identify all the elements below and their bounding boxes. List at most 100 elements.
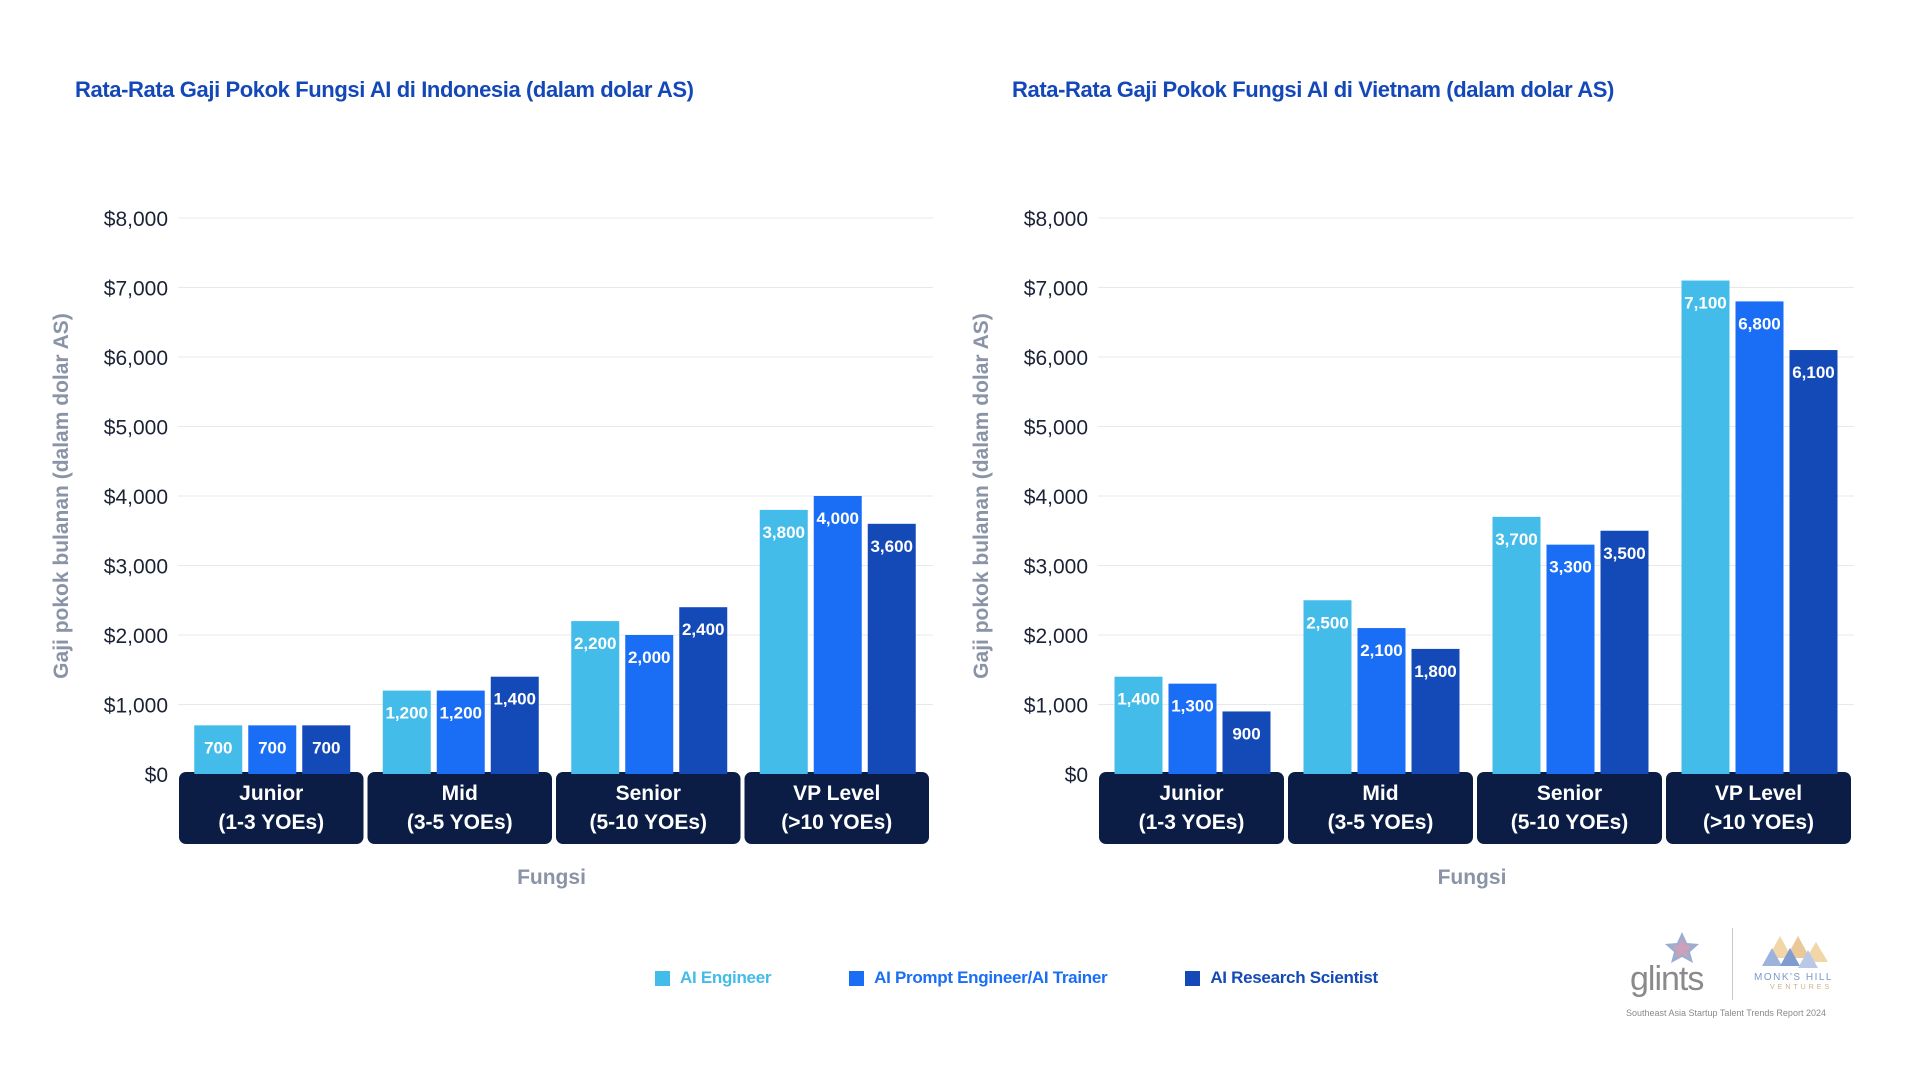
- bar: [1546, 544, 1595, 774]
- data-label: 3,500: [1603, 544, 1646, 563]
- x-tick-label: Mid: [442, 782, 478, 805]
- x-tick-label: VP Level: [793, 782, 880, 805]
- x-axis-label: Fungsi: [517, 866, 586, 889]
- data-label: 1,200: [385, 704, 428, 723]
- bar: [436, 690, 485, 774]
- y-tick-label: $8,000: [104, 208, 168, 231]
- bar: [1789, 350, 1838, 774]
- footer-logos: glints MONK'S HILL VENTURES Southeast As…: [1620, 920, 1860, 1020]
- category-band: [1477, 772, 1662, 844]
- data-label: 2,000: [628, 648, 671, 667]
- x-tick-label: (>10 YOEs): [781, 811, 892, 834]
- x-tick-label: (>10 YOEs): [1703, 811, 1814, 834]
- data-label: 3,700: [1495, 530, 1538, 549]
- bar: [1357, 628, 1406, 774]
- y-tick-label: $7,000: [104, 278, 168, 301]
- data-label: 700: [204, 738, 232, 757]
- legend-item-ai-prompt-engineer: AI Prompt Engineer/AI Trainer: [849, 968, 1108, 988]
- x-tick-label: VP Level: [1715, 782, 1802, 805]
- y-tick-label: $4,000: [104, 486, 168, 509]
- glints-star-icon: [1665, 932, 1699, 963]
- bar: [490, 676, 539, 774]
- bar: [1168, 683, 1217, 774]
- report-caption: Southeast Asia Startup Talent Trends Rep…: [1626, 1008, 1826, 1018]
- bar: [1492, 516, 1541, 774]
- category-band: [179, 772, 364, 844]
- bar: [759, 509, 808, 774]
- y-tick-label: $0: [145, 764, 168, 787]
- y-tick-label: $5,000: [1024, 417, 1088, 440]
- bar: [625, 635, 674, 774]
- bar: [1222, 711, 1271, 774]
- y-tick-label: $1,000: [104, 695, 168, 718]
- x-tick-label: (1-3 YOEs): [1139, 811, 1245, 834]
- category-band: [556, 772, 741, 844]
- data-label: 1,400: [1117, 690, 1160, 709]
- bar: [1411, 648, 1460, 774]
- bar: [813, 496, 862, 774]
- data-label: 2,500: [1306, 613, 1349, 632]
- glints-logo: glints: [1630, 960, 1704, 998]
- y-tick-label: $6,000: [104, 347, 168, 370]
- data-label: 1,400: [493, 690, 536, 709]
- y-tick-label: $8,000: [1024, 208, 1088, 231]
- y-tick-label: $7,000: [1024, 278, 1088, 301]
- bar: [382, 690, 431, 774]
- data-label: 700: [258, 738, 286, 757]
- bar: [571, 621, 620, 774]
- bar: [1303, 600, 1352, 774]
- x-tick-label: (3-5 YOEs): [407, 811, 513, 834]
- data-label: 2,400: [682, 620, 725, 639]
- logo-divider: [1732, 928, 1733, 1000]
- data-label: 3,800: [762, 523, 805, 542]
- y-tick-label: $4,000: [1024, 486, 1088, 509]
- bar: [302, 725, 351, 774]
- bar: [1735, 301, 1784, 774]
- legend-item-ai-research-scientist: AI Research Scientist: [1185, 968, 1378, 988]
- monks-hill-sub: VENTURES: [1770, 984, 1833, 991]
- data-label: 2,200: [574, 634, 617, 653]
- bar: [248, 725, 297, 774]
- data-label: 4,000: [816, 509, 859, 528]
- legend-swatch: [1185, 970, 1201, 986]
- chart-title-indonesia: Rata-Rata Gaji Pokok Fungsi AI di Indone…: [75, 77, 694, 102]
- x-tick-label: (5-10 YOEs): [1511, 811, 1629, 834]
- x-tick-label: (1-3 YOEs): [218, 811, 324, 834]
- x-tick-label: Senior: [616, 782, 681, 805]
- category-band: [1099, 772, 1284, 844]
- y-tick-label: $6,000: [1024, 347, 1088, 370]
- data-label: 1,300: [1171, 697, 1214, 716]
- monks-hill-logo: MONK'S HILL: [1754, 972, 1833, 983]
- category-band: [367, 772, 552, 844]
- y-tick-label: $5,000: [104, 417, 168, 440]
- y-tick-label: $2,000: [1024, 625, 1088, 648]
- legend-swatch: [655, 970, 670, 986]
- legend-swatch: [849, 970, 865, 986]
- bar: [194, 725, 243, 774]
- bar: [1681, 280, 1730, 774]
- y-tick-label: $1,000: [1024, 695, 1088, 718]
- x-tick-label: Junior: [1159, 782, 1223, 805]
- data-label: 900: [1232, 724, 1260, 743]
- bar: [679, 607, 728, 774]
- legend-label: AI Engineer: [680, 968, 772, 987]
- data-label: 700: [312, 738, 340, 757]
- chart-legend: AI Engineer AI Prompt Engineer/AI Traine…: [655, 968, 1456, 988]
- y-tick-label: $2,000: [104, 625, 168, 648]
- y-tick-label: $0: [1065, 764, 1088, 787]
- bar-chart-indonesia: $0 $1,000 $2,000 $3,000 $4,000 $5,000 $6,000 $7…: [50, 208, 933, 889]
- category-band: [744, 772, 929, 844]
- bar: [1114, 676, 1163, 774]
- bar-chart-vietnam: $0 $1,000 $2,000 $3,000 $4,000 $5,000 $6,000 $7…: [970, 208, 1854, 889]
- legend-label: AI Research Scientist: [1210, 968, 1378, 987]
- x-tick-label: (3-5 YOEs): [1328, 811, 1434, 834]
- y-tick-label: $3,000: [1024, 556, 1088, 579]
- x-tick-label: Mid: [1362, 782, 1398, 805]
- x-axis-label: Fungsi: [1438, 866, 1507, 889]
- y-axis-label: Gaji pokok bulanan (dalam dolar AS): [970, 313, 993, 679]
- y-tick-label: $3,000: [104, 556, 168, 579]
- data-label: 7,100: [1684, 294, 1727, 313]
- category-band: [1288, 772, 1473, 844]
- data-label: 3,600: [870, 537, 913, 556]
- y-axis-label: Gaji pokok bulanan (dalam dolar AS): [50, 313, 73, 679]
